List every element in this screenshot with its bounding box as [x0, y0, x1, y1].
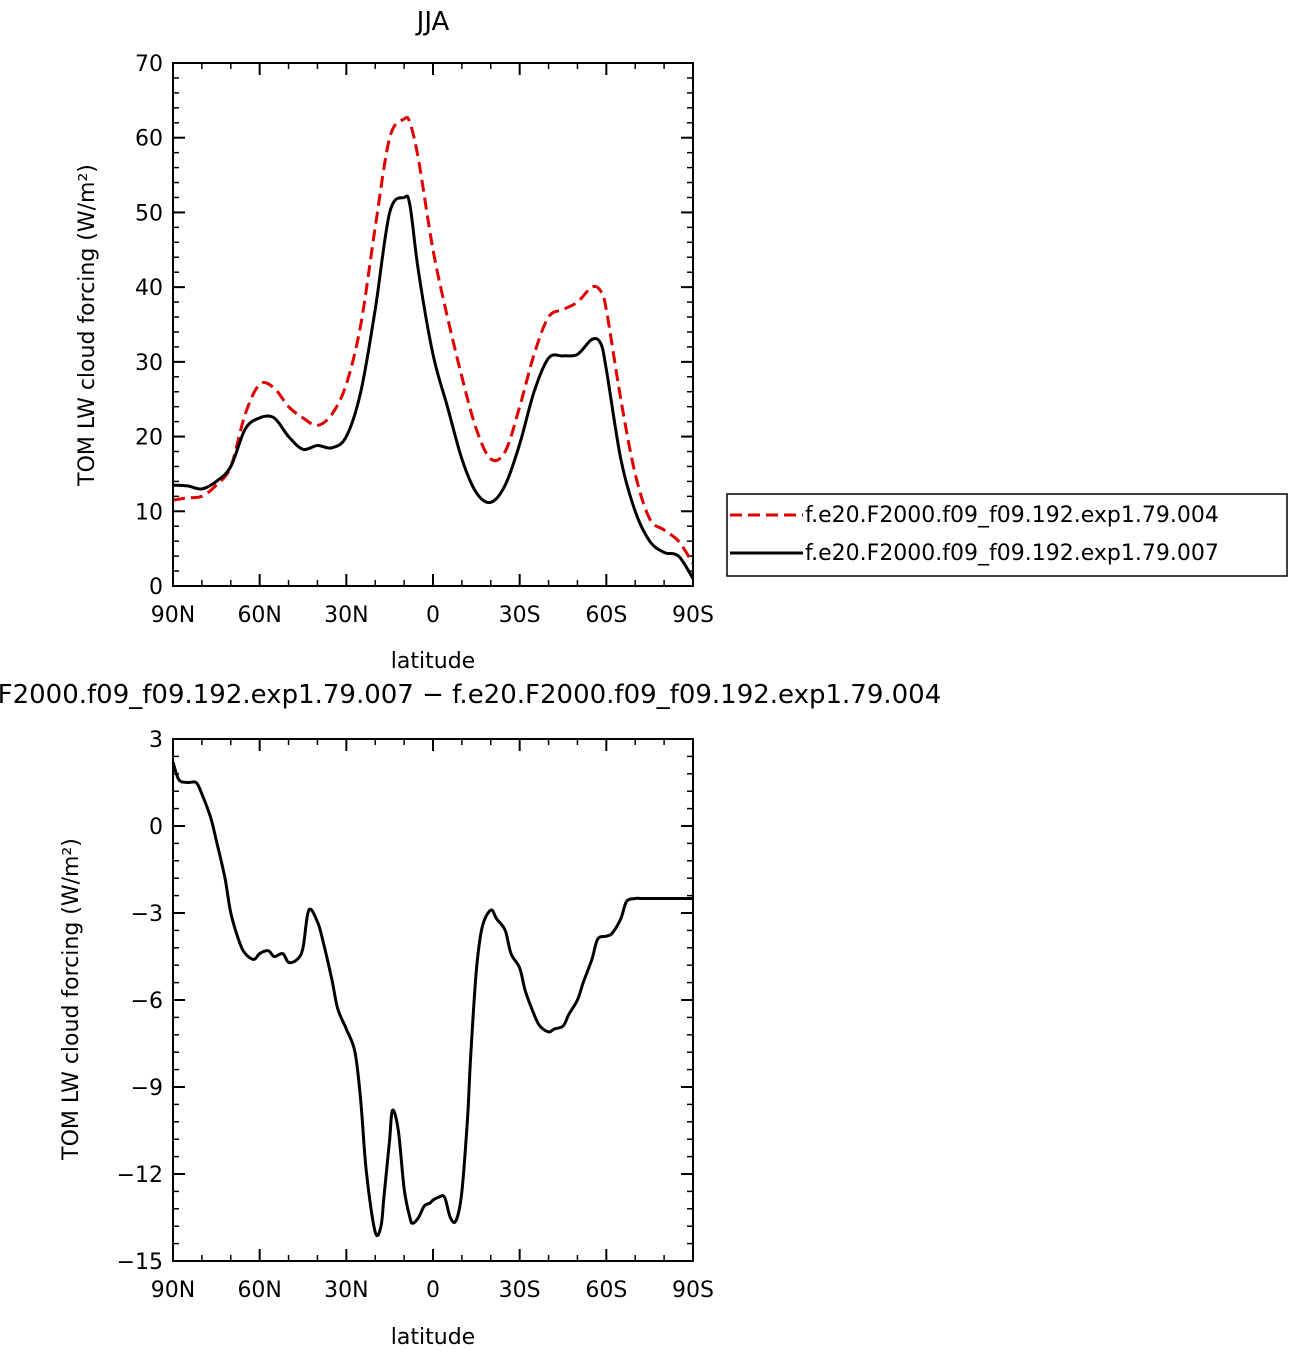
- legend-box: [726, 493, 1288, 577]
- legend-label-1: f.e20.F2000.f09_f09.192.exp1.79.004: [805, 503, 1219, 528]
- y-tick-label: 60: [135, 127, 163, 152]
- x-tick-label: 60N: [237, 1278, 281, 1303]
- y-axis-title: TOM LW cloud forcing (W/m²): [75, 164, 100, 487]
- y-tick-label: −3: [131, 902, 163, 927]
- plot-frame: [172, 62, 694, 587]
- x-tick-label: 60S: [585, 1278, 627, 1303]
- x-tick-label: 0: [426, 603, 440, 628]
- x-tick-label: 90S: [672, 603, 714, 628]
- y-tick-label: 30: [135, 351, 163, 376]
- chart-title: JJA: [415, 7, 450, 37]
- series-line-1: [172, 115, 695, 565]
- x-tick-label: 0: [426, 1278, 440, 1303]
- x-tick-label: 90N: [151, 1278, 195, 1303]
- series-line-2: [172, 194, 695, 580]
- y-tick-label: 10: [135, 500, 163, 525]
- legend: f.e20.F2000.f09_f09.192.exp1.79.004 f.e2…: [726, 493, 1288, 577]
- plot-frame: [172, 738, 694, 1262]
- y-tick-label: 20: [135, 426, 163, 451]
- series-layer: [171, 761, 693, 1238]
- tick-labels: 90N 60N 30N 0 30S 60S 90S 0 10 20 30 40 50 60 70: [135, 52, 714, 628]
- y-axis-title: TOM LW cloud forcing (W/m²): [59, 838, 84, 1161]
- axis-ticks: [172, 738, 694, 1262]
- series-line-1: [171, 761, 693, 1238]
- x-tick-label: 30S: [499, 603, 541, 628]
- top-line-chart: JJA latitude TOM LW cloud forcing (W/m²)…: [75, 7, 714, 674]
- y-tick-label: 40: [135, 276, 163, 301]
- x-axis-title: latitude: [391, 1325, 475, 1350]
- x-tick-label: 30N: [324, 1278, 368, 1303]
- x-axis-title: latitude: [391, 649, 475, 674]
- y-tick-label: 70: [135, 52, 163, 77]
- y-tick-label: 50: [135, 201, 163, 226]
- y-tick-label: 0: [149, 815, 163, 840]
- series-layer: [172, 115, 695, 580]
- axis-ticks: [172, 62, 694, 587]
- tick-labels: 90N 60N 30N 0 30S 60S 90S 3 0 −3 −6 −9 −12 −15: [117, 728, 714, 1303]
- x-tick-label: 90S: [672, 1278, 714, 1303]
- y-tick-label: −9: [131, 1076, 163, 1101]
- y-tick-label: −6: [131, 989, 163, 1014]
- bottom-line-chart: f.e20.F2000.f09_f09.192.exp1.79.007 − f.…: [0, 680, 941, 1350]
- x-tick-label: 60S: [585, 603, 627, 628]
- y-tick-label: −15: [117, 1250, 163, 1275]
- x-tick-label: 60N: [237, 603, 281, 628]
- x-tick-label: 30N: [324, 603, 368, 628]
- y-tick-label: −12: [117, 1163, 163, 1188]
- x-tick-label: 90N: [151, 603, 195, 628]
- x-tick-label: 30S: [499, 1278, 541, 1303]
- y-tick-label: 3: [149, 728, 163, 753]
- difference-chart-title: f.e20.F2000.f09_f09.192.exp1.79.007 − f.…: [0, 680, 941, 710]
- y-tick-label: 0: [149, 575, 163, 600]
- legend-label-2: f.e20.F2000.f09_f09.192.exp1.79.007: [805, 541, 1219, 566]
